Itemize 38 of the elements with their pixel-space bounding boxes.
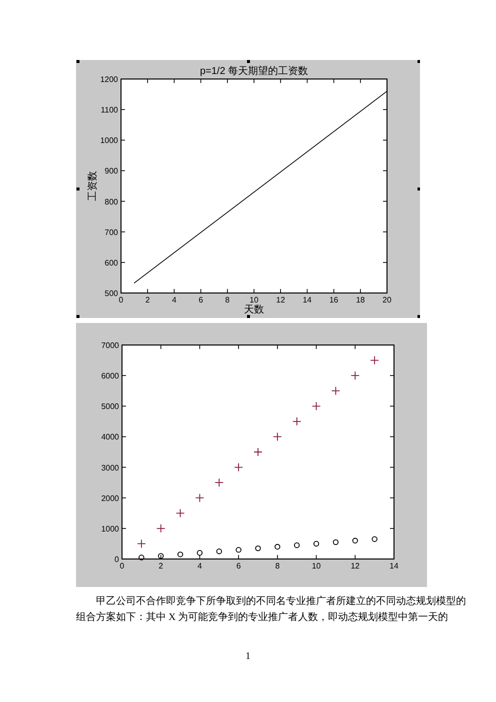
x-tick-label: 6 [236, 562, 242, 570]
x-tick-label: 10 [250, 296, 259, 304]
x-tick-label: 6 [198, 296, 204, 304]
x-tick-label: 20 [382, 296, 392, 304]
y-tick-label: 500 [104, 289, 119, 298]
x-tick-label: 2 [145, 296, 150, 304]
x-tick-label: 4 [197, 562, 202, 570]
x-tick-label: 4 [172, 296, 177, 304]
y-tick-label: 7000 [101, 341, 120, 350]
y-tick-label: 3000 [101, 463, 120, 472]
y-tick-label: 700 [104, 228, 119, 237]
x-tick-label: 18 [356, 296, 366, 304]
y-tick-label: 1000 [101, 524, 120, 534]
y-tick-label: 0 [114, 555, 120, 564]
y-tick-label: 4000 [101, 432, 120, 442]
x-tick-label: 14 [390, 562, 399, 570]
ylabel: 工资数 [88, 171, 98, 201]
y-tick-label: 900 [104, 166, 119, 176]
y-tick-label: 5000 [101, 402, 120, 412]
y-tick-label: 2000 [101, 494, 120, 503]
x-tick-label: 10 [312, 562, 322, 570]
x-tick-label: 2 [158, 562, 164, 570]
annotation: 甲乙公司不合作即竞争下所争取到的不同名专业推广者所建立的不同动态规划模型的组合方案如下：其中 X 为可能竞争到的专业推广者人数，即动态规划模型中第一天的 [76, 594, 467, 625]
y-tick-label: 1200 [100, 75, 119, 84]
x-tick-label: 14 [302, 296, 312, 304]
y-tick-label: 800 [104, 197, 119, 206]
xlabel: 天数 [244, 304, 264, 316]
x-tick-label: 12 [276, 296, 286, 304]
y-tick-label: 600 [104, 258, 119, 268]
y-tick-label: 1000 [100, 136, 119, 146]
x-tick-label: 8 [275, 562, 280, 570]
y-tick-label: 6000 [101, 372, 120, 381]
y-tick-label: 1100 [100, 106, 119, 115]
x-tick-label: 12 [350, 562, 360, 570]
annotation: 1 [244, 651, 252, 662]
x-tick-label: 16 [329, 296, 339, 304]
x-tick-label: 8 [225, 296, 230, 304]
title: p=1/2 每天期望的工资数 [200, 66, 308, 77]
